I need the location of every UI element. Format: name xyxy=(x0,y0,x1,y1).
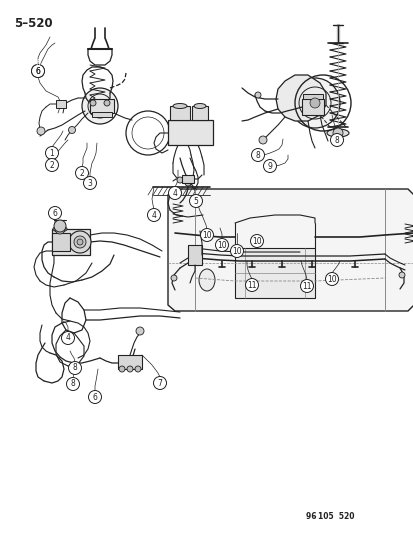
Ellipse shape xyxy=(199,269,214,291)
FancyBboxPatch shape xyxy=(235,248,314,298)
Circle shape xyxy=(135,366,141,372)
Text: 11: 11 xyxy=(301,281,311,290)
Circle shape xyxy=(66,377,79,391)
Ellipse shape xyxy=(173,103,187,109)
Circle shape xyxy=(55,224,65,234)
Ellipse shape xyxy=(53,226,67,232)
FancyBboxPatch shape xyxy=(182,175,194,183)
FancyBboxPatch shape xyxy=(52,229,90,255)
FancyBboxPatch shape xyxy=(301,99,323,115)
Circle shape xyxy=(31,64,44,77)
Ellipse shape xyxy=(326,129,348,137)
FancyBboxPatch shape xyxy=(52,233,70,251)
Polygon shape xyxy=(275,75,325,121)
FancyBboxPatch shape xyxy=(302,94,322,99)
Text: 9: 9 xyxy=(267,161,272,171)
Circle shape xyxy=(90,100,96,106)
Text: 11: 11 xyxy=(247,280,256,289)
Circle shape xyxy=(289,78,339,128)
Text: 2: 2 xyxy=(50,160,54,169)
Circle shape xyxy=(31,64,44,77)
Circle shape xyxy=(45,147,58,159)
Text: 10: 10 xyxy=(232,246,241,255)
Circle shape xyxy=(300,279,313,293)
Circle shape xyxy=(245,279,258,292)
Text: 4: 4 xyxy=(65,334,70,343)
Text: 5: 5 xyxy=(193,197,198,206)
Text: 6: 6 xyxy=(36,59,40,68)
Circle shape xyxy=(332,128,342,138)
FancyBboxPatch shape xyxy=(168,120,212,145)
Circle shape xyxy=(325,272,338,286)
Circle shape xyxy=(37,127,45,135)
Polygon shape xyxy=(168,189,413,311)
Circle shape xyxy=(215,238,228,252)
Circle shape xyxy=(147,208,160,222)
Circle shape xyxy=(136,327,144,335)
Circle shape xyxy=(185,180,190,186)
Circle shape xyxy=(95,101,105,111)
Circle shape xyxy=(309,98,319,108)
Circle shape xyxy=(251,149,264,161)
Circle shape xyxy=(104,100,110,106)
Circle shape xyxy=(75,166,88,180)
Text: 7: 7 xyxy=(157,378,162,387)
Text: 2: 2 xyxy=(79,168,84,177)
Text: 10: 10 xyxy=(217,240,226,249)
Text: 6: 6 xyxy=(36,67,40,76)
Circle shape xyxy=(69,231,91,253)
Text: 10: 10 xyxy=(252,237,261,246)
Circle shape xyxy=(306,95,322,111)
Circle shape xyxy=(45,158,58,172)
Circle shape xyxy=(119,366,125,372)
Circle shape xyxy=(83,176,96,190)
Circle shape xyxy=(68,126,75,133)
Text: 10: 10 xyxy=(326,274,336,284)
Text: 6: 6 xyxy=(52,208,57,217)
Circle shape xyxy=(398,272,404,278)
Circle shape xyxy=(77,239,83,245)
Circle shape xyxy=(127,366,133,372)
Text: 1: 1 xyxy=(50,149,54,157)
Circle shape xyxy=(74,236,86,248)
Circle shape xyxy=(153,376,166,390)
Circle shape xyxy=(230,245,243,257)
Text: 3: 3 xyxy=(88,179,92,188)
Text: 6: 6 xyxy=(93,392,97,401)
Text: 4: 4 xyxy=(151,211,156,220)
Text: 4: 4 xyxy=(172,189,177,198)
Circle shape xyxy=(48,206,62,220)
Circle shape xyxy=(82,88,118,124)
FancyBboxPatch shape xyxy=(90,99,114,113)
Circle shape xyxy=(62,332,74,344)
Circle shape xyxy=(250,235,263,247)
Circle shape xyxy=(177,177,183,183)
Ellipse shape xyxy=(194,103,206,109)
Circle shape xyxy=(88,391,101,403)
FancyBboxPatch shape xyxy=(118,355,142,369)
Text: 8: 8 xyxy=(71,379,75,389)
Text: 6: 6 xyxy=(36,67,40,76)
Circle shape xyxy=(189,195,202,207)
Circle shape xyxy=(168,187,181,199)
Text: 8: 8 xyxy=(255,150,260,159)
Circle shape xyxy=(254,92,260,98)
FancyBboxPatch shape xyxy=(56,100,66,108)
Circle shape xyxy=(171,275,177,281)
Circle shape xyxy=(330,133,343,147)
Text: 8: 8 xyxy=(72,364,77,373)
FancyBboxPatch shape xyxy=(92,112,112,117)
FancyBboxPatch shape xyxy=(192,106,207,120)
Circle shape xyxy=(263,159,276,173)
Circle shape xyxy=(68,361,81,375)
Text: 10: 10 xyxy=(202,230,211,239)
Circle shape xyxy=(259,136,266,144)
Circle shape xyxy=(200,229,213,241)
Circle shape xyxy=(54,220,66,232)
Text: 5–520: 5–520 xyxy=(14,17,52,30)
Text: 96 105  520: 96 105 520 xyxy=(305,512,354,521)
Text: 8: 8 xyxy=(334,135,339,144)
FancyBboxPatch shape xyxy=(170,106,190,120)
FancyBboxPatch shape xyxy=(188,245,202,265)
